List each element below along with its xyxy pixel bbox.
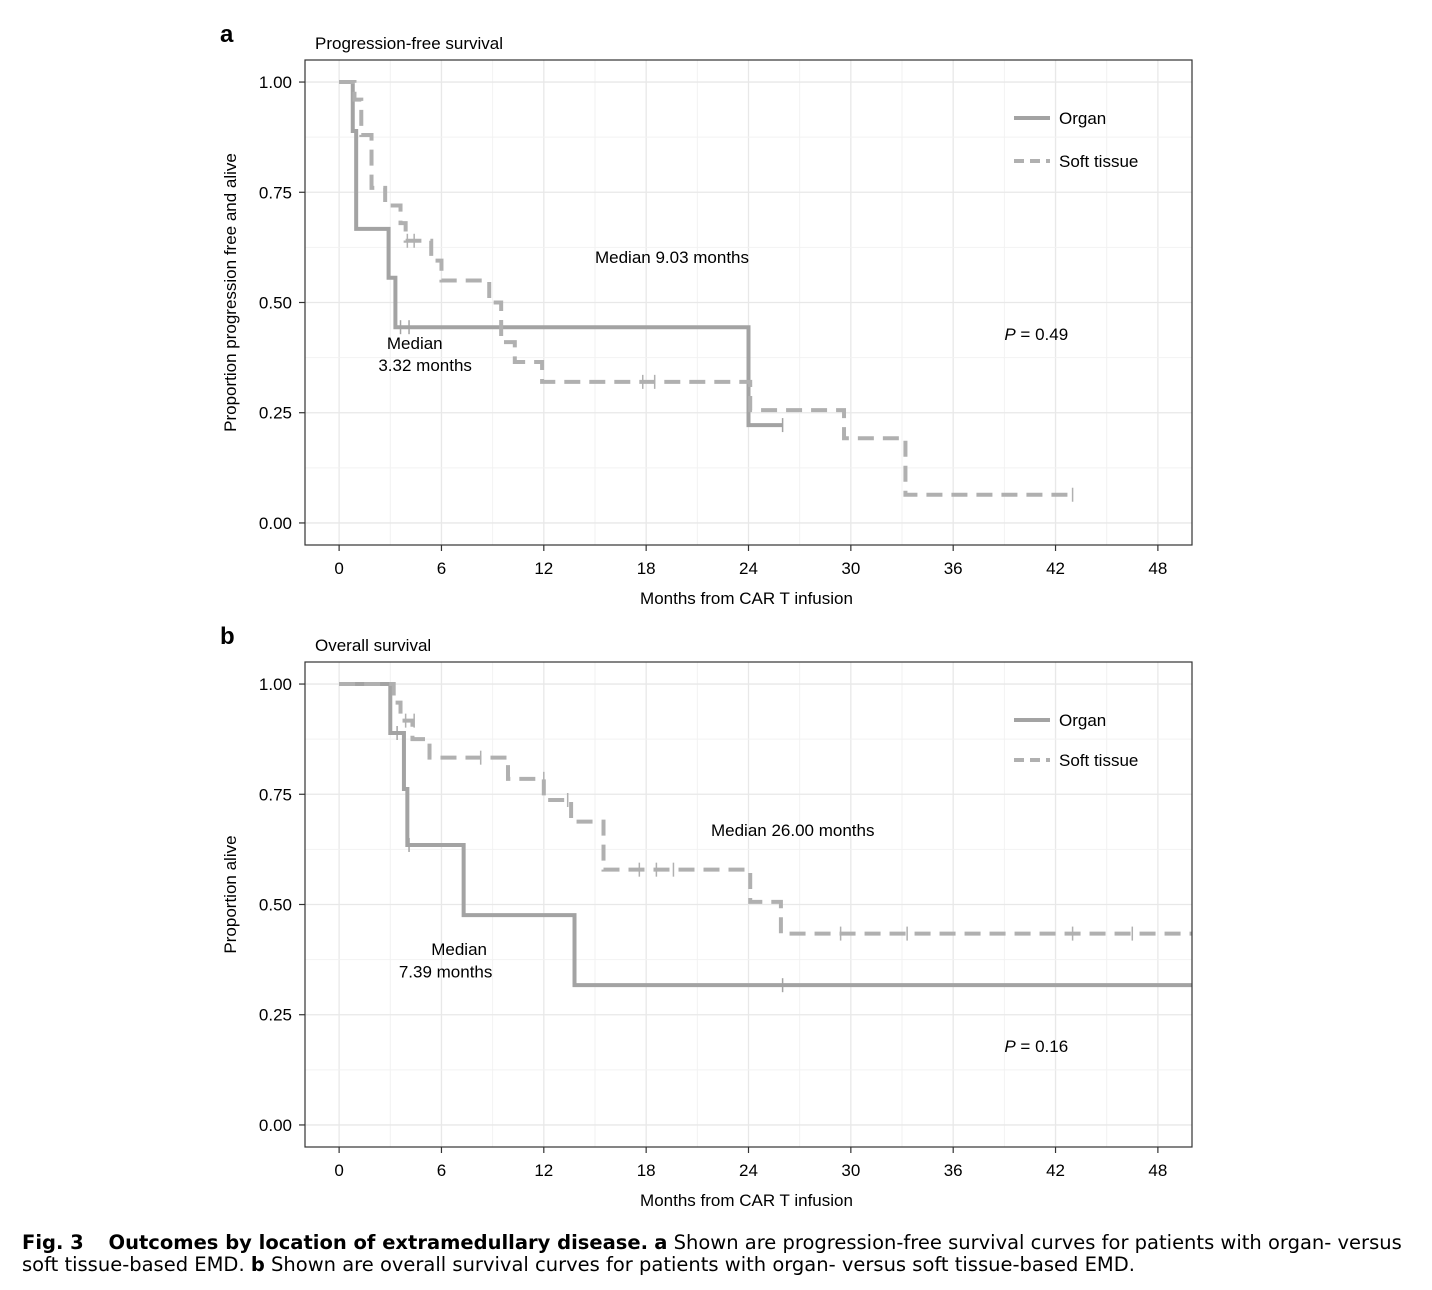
caption-title: Outcomes by location of extramedullary d… (108, 1231, 649, 1254)
panel-label: a (220, 21, 234, 48)
annotation: P = 0.49 (1004, 325, 1068, 344)
x-tick-label: 18 (637, 559, 656, 578)
x-tick-label: 6 (437, 1161, 446, 1180)
x-tick-label: 0 (334, 559, 343, 578)
caption-part-b-text: Shown are overall survival curves for pa… (271, 1253, 1135, 1276)
x-tick-label: 18 (637, 1161, 656, 1180)
gridlines (305, 60, 1192, 545)
y-tick-label: 0.50 (259, 896, 292, 915)
legend-label: Soft tissue (1059, 751, 1138, 770)
legend-label: Organ (1059, 711, 1106, 730)
x-tick-label: 12 (534, 559, 553, 578)
x-tick-label: 48 (1148, 1161, 1167, 1180)
x-tick-label: 24 (739, 1161, 758, 1180)
y-tick-label: 0.00 (259, 514, 292, 533)
x-tick-label: 30 (841, 559, 860, 578)
annotation: Median 26.00 months (711, 821, 875, 840)
survival-curve-organ (339, 80, 783, 428)
y-tick-label: 0.75 (259, 183, 292, 202)
y-axis-label: Proportion progression free and alive (221, 153, 240, 432)
caption-part-a-label: a (654, 1231, 668, 1254)
gridlines (305, 662, 1192, 1147)
figure-caption: Fig. 3 Outcomes by location of extramedu… (22, 1232, 1412, 1276)
y-tick-label: 0.00 (259, 1116, 292, 1135)
annotation: 7.39 months (399, 962, 493, 981)
y-tick-label: 0.25 (259, 404, 292, 423)
y-tick-label: 1.00 (259, 73, 292, 92)
y-tick-label: 0.25 (259, 1006, 292, 1025)
annotation: Median (431, 940, 487, 959)
y-tick-label: 0.75 (259, 785, 292, 804)
caption-part-a-text: Shown are progression-free survival curv… (22, 1231, 1402, 1276)
panel-a: a Progression-free survival 0 6 12 18 24 30 36 42… (220, 21, 1193, 608)
x-tick-label: 48 (1148, 559, 1167, 578)
curves (339, 80, 1074, 502)
x-tick-label: 42 (1046, 1161, 1065, 1180)
curves (339, 682, 1192, 993)
x-tick-label: 12 (534, 1161, 553, 1180)
legend-label: Organ (1059, 109, 1106, 128)
panel-label: b (220, 623, 235, 650)
x-axis-label: Months from CAR T infusion (640, 1191, 853, 1210)
legend-label: Soft tissue (1059, 152, 1138, 171)
x-tick-label: 0 (334, 1161, 343, 1180)
survival-curve-organ (339, 682, 1192, 988)
x-axis-label: Months from CAR T infusion (640, 589, 853, 608)
legend: Organ Soft tissue (1014, 711, 1138, 770)
caption-label: Fig. 3 (22, 1231, 84, 1254)
caption-part-b-label: b (250, 1253, 265, 1276)
x-tick-label: 30 (841, 1161, 860, 1180)
panel-b: b Overall survival 0 6 12 18 24 30 36 42 48 0.00 0.2… (220, 623, 1193, 1210)
legend: Organ Soft tissue (1014, 109, 1138, 171)
x-tick-label: 36 (944, 1161, 963, 1180)
x-tick-label: 24 (739, 559, 758, 578)
chart-title: Overall survival (315, 636, 431, 655)
annotation: P = 0.16 (1004, 1037, 1068, 1056)
y-tick-label: 0.50 (259, 294, 292, 313)
annotation: 3.32 months (378, 356, 472, 375)
x-tick-label: 36 (944, 559, 963, 578)
annotation: Median 9.03 months (595, 248, 749, 267)
y-tick-label: 1.00 (259, 675, 292, 694)
x-tick-label: 42 (1046, 559, 1065, 578)
figure: a Progression-free survival 0 6 12 18 24 30 36 42… (220, 21, 1193, 1210)
chart-title: Progression-free survival (315, 34, 503, 53)
annotation: Median (387, 334, 443, 353)
survival-curve-soft-tissue (339, 80, 1073, 497)
survival-curve-soft-tissue (339, 682, 1192, 936)
y-axis-label: Proportion alive (221, 835, 240, 953)
x-tick-label: 6 (437, 559, 446, 578)
